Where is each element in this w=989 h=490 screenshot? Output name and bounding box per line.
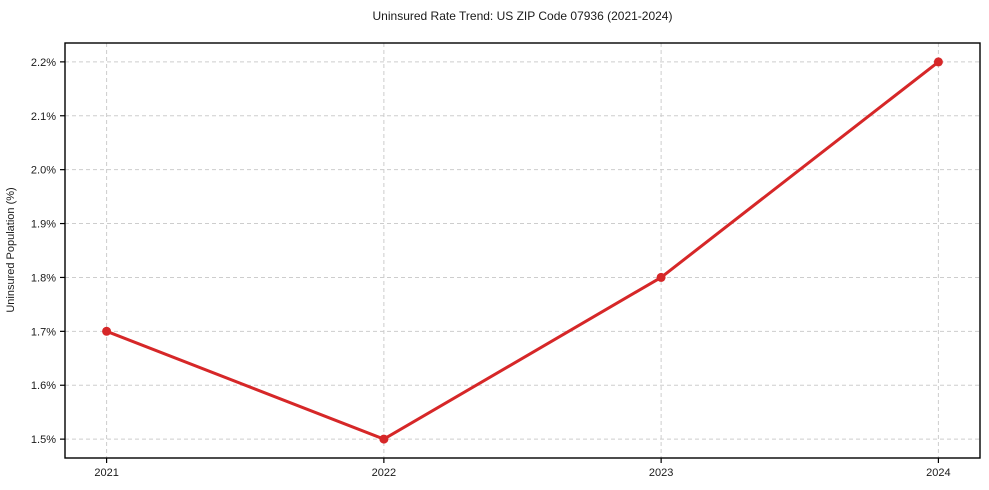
- data-point: [379, 434, 389, 444]
- data-point: [933, 57, 943, 67]
- x-tick-label: 2024: [926, 467, 950, 479]
- data-point: [656, 272, 666, 282]
- data-point: [102, 326, 112, 336]
- y-tick-label: 1.9%: [31, 219, 56, 231]
- y-tick-label: 1.6%: [31, 380, 56, 392]
- y-tick-label: 1.5%: [31, 434, 56, 446]
- y-tick-label: 2.2%: [31, 57, 56, 69]
- x-tick-label: 2021: [94, 467, 118, 479]
- y-tick-label: 1.7%: [31, 326, 56, 338]
- chart-title: Uninsured Rate Trend: US ZIP Code 07936 …: [372, 9, 673, 23]
- x-tick-label: 2022: [372, 467, 396, 479]
- trend-line: [105, 60, 940, 441]
- chart-generated: 1.5% 1.6% 1.7% 1.8% 1.9% 2.0% 2.1% 2.2% 2021 2022…: [31, 42, 981, 479]
- y-tick-label: 2.1%: [31, 111, 56, 123]
- plot-border: [64, 42, 981, 459]
- x-tick-label: 2023: [649, 467, 673, 479]
- y-tick-label: 1.8%: [31, 272, 56, 284]
- y-tick-label: 2.0%: [31, 165, 56, 177]
- y-axis-label: Uninsured Population (%): [5, 187, 17, 312]
